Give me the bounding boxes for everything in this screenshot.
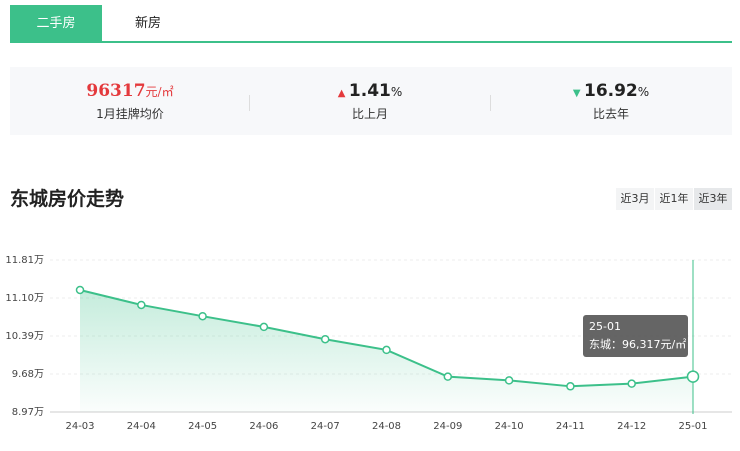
y-tick-label: 9.68万 [12,369,44,380]
tab-underline [10,41,732,43]
tab[interactable]: 新房 [134,16,161,31]
stat: 96317元/㎡ 1月挂牌均价 [10,67,250,135]
x-tick-label: 24-03 [65,421,94,432]
x-tick-label: 24-05 [188,421,217,432]
tooltip-box [583,315,688,357]
stat-unit: % [390,85,403,99]
y-tick-label: 8.97万 [12,407,44,418]
x-tick-label: 25-01 [678,421,707,432]
down-arrow: ▼ [572,88,584,99]
x-tick-label: 24-10 [495,421,524,432]
tooltip-text: 东城：96,317元/㎡ [589,338,686,351]
point [566,382,575,391]
section-title: 东城房价走势 [10,188,125,210]
point [504,376,514,385]
stat-value: 16.92 [583,81,638,101]
point [75,285,85,295]
x-tick-label: 24-06 [249,421,278,432]
stat-unit: % [637,85,650,99]
stats-panel [10,67,732,135]
x-tick-label: 24-09 [433,421,462,432]
tooltip-title: 25-01 [589,320,621,333]
stat-label: 比去年 [592,107,629,121]
range-button[interactable]: 近1年 [655,188,693,210]
y-tick-label: 11.10万 [5,293,44,304]
x-tick-label: 24-04 [127,421,156,432]
range-button[interactable]: 近3年 [694,188,732,210]
point [259,322,269,332]
x-tick-label: 24-11 [556,421,585,432]
stat: ▼ 16.92% 比去年 [491,67,731,135]
point [627,379,636,388]
y-tick-label: 11.81万 [5,255,44,266]
stat-value: 96317 [86,81,146,101]
point [443,372,453,381]
stat-label: 1月挂牌均价 [96,107,164,121]
up-arrow: ▲ [337,88,349,99]
divider [490,95,491,111]
stat: ▲ 1.41% 比上月 [250,67,490,135]
y-tick-label: 10.39万 [5,331,44,342]
stat-label: 比上月 [351,107,388,121]
tab[interactable]: 二手房 [10,5,102,42]
divider [249,95,250,111]
point [137,300,146,310]
point [198,311,207,321]
point [382,345,391,355]
stat-unit: 元/㎡ [145,85,174,99]
x-tick-label: 24-08 [372,421,401,432]
point [320,334,330,344]
x-tick-label: 24-07 [311,421,340,432]
x-tick-label: 24-12 [617,421,646,432]
point [686,370,700,383]
stat-value: 1.41 [348,81,391,101]
range-button[interactable]: 近3月 [616,188,654,210]
